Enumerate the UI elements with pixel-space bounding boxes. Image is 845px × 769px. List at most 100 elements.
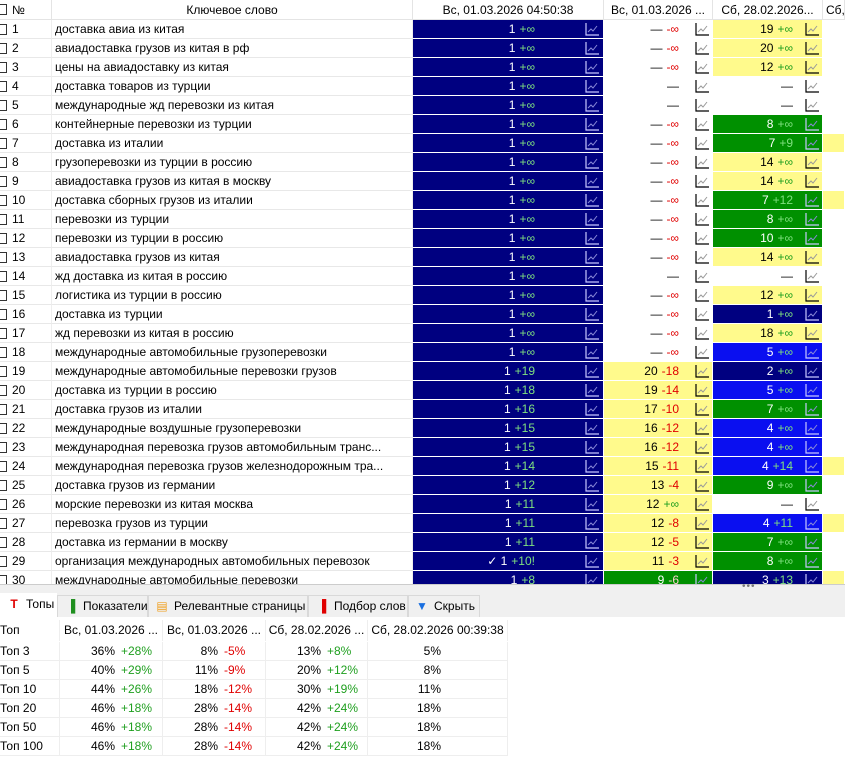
position-cell[interactable]: — -∞ [604, 58, 713, 77]
position-cell[interactable]: 1 +∞ [413, 96, 604, 115]
keyword-cell[interactable]: международная перевозка грузов железнодо… [52, 457, 413, 476]
position-cell[interactable]: 10 +∞ [713, 229, 823, 248]
select-all-checkbox[interactable] [0, 4, 7, 15]
position-cell[interactable]: 18 +∞ [713, 324, 823, 343]
position-cell[interactable]: 16 -12 [604, 438, 713, 457]
keyword-cell[interactable]: международные автомобильные перевозки [52, 571, 413, 584]
keyword-cell[interactable]: цены на авиадоставку из китая [52, 58, 413, 77]
position-cell[interactable]: 1 +∞ [413, 153, 604, 172]
row-checkbox[interactable] [0, 100, 7, 111]
position-cell[interactable]: — -∞ [604, 39, 713, 58]
position-cell[interactable] [823, 533, 845, 552]
position-cell[interactable]: ✓ 1 +10! [413, 552, 604, 571]
row-checkbox[interactable] [0, 252, 7, 263]
position-cell[interactable] [823, 210, 845, 229]
position-cell[interactable]: 7 +∞ [713, 533, 823, 552]
position-cell[interactable]: 7 +12 [713, 191, 823, 210]
position-cell[interactable] [823, 191, 845, 210]
chart-icon[interactable] [805, 479, 819, 492]
position-cell[interactable]: — -∞ [604, 229, 713, 248]
row-checkbox[interactable] [0, 404, 7, 415]
chart-icon[interactable] [695, 327, 709, 340]
position-cell[interactable]: — [713, 77, 823, 96]
table-row[interactable]: 16 доставка из турции 1 +∞ — -∞ 1 +∞ [0, 305, 845, 324]
chart-icon[interactable] [585, 536, 599, 549]
tab-document[interactable]: ▤ Релевантные страницы [148, 595, 308, 617]
position-cell[interactable]: 1 +∞ [413, 343, 604, 362]
chart-icon[interactable] [805, 289, 819, 302]
chart-icon[interactable] [695, 99, 709, 112]
header-date-3[interactable]: Сб, 28.02.2026... [713, 0, 823, 20]
keyword-cell[interactable]: авиадоставка грузов из китая в рф [52, 39, 413, 58]
keyword-cell[interactable]: перевозки из турции в россию [52, 229, 413, 248]
chart-icon[interactable] [695, 270, 709, 283]
table-row[interactable]: 30 международные автомобильные перевозки 1… [0, 571, 845, 584]
chart-icon[interactable] [585, 175, 599, 188]
position-cell[interactable]: 4 +14 [713, 457, 823, 476]
position-cell[interactable]: 1 +∞ [413, 191, 604, 210]
chart-icon[interactable] [585, 289, 599, 302]
chart-icon[interactable] [695, 422, 709, 435]
position-cell[interactable]: 12 +∞ [604, 495, 713, 514]
position-cell[interactable]: — -∞ [604, 248, 713, 267]
tops-header[interactable]: Топ [0, 620, 60, 641]
row-checkbox[interactable] [0, 537, 7, 548]
table-row[interactable]: 5 международные жд перевозки из китая 1 +∞ —… [0, 96, 845, 115]
tab-tops[interactable]: T Топы [0, 593, 57, 617]
position-cell[interactable]: 1 +∞ [413, 39, 604, 58]
chart-icon[interactable] [695, 498, 709, 511]
chart-icon[interactable] [695, 289, 709, 302]
chart-icon[interactable] [585, 213, 599, 226]
chart-icon[interactable] [805, 346, 819, 359]
chart-icon[interactable] [585, 137, 599, 150]
keyword-cell[interactable]: международная перевозка грузов автомобил… [52, 438, 413, 457]
position-cell[interactable]: 14 +∞ [713, 248, 823, 267]
position-cell[interactable]: — -∞ [604, 324, 713, 343]
chart-icon[interactable] [695, 23, 709, 36]
position-cell[interactable]: 14 +∞ [713, 172, 823, 191]
chart-icon[interactable] [805, 23, 819, 36]
chart-icon[interactable] [805, 175, 819, 188]
chart-icon[interactable] [585, 460, 599, 473]
position-cell[interactable]: — [604, 267, 713, 286]
table-row[interactable]: 27 перевозка грузов из турции 1 +11 12 -8 4 +11 [0, 514, 845, 533]
keyword-cell[interactable]: доставка товаров из турции [52, 77, 413, 96]
position-cell[interactable] [823, 248, 845, 267]
position-cell[interactable]: 19 +∞ [713, 20, 823, 39]
position-cell[interactable]: 1 +∞ [413, 324, 604, 343]
table-row[interactable]: 13 авиадоставка грузов из китая 1 +∞ — -∞ 14 +∞ [0, 248, 845, 267]
row-checkbox[interactable] [0, 62, 7, 73]
table-row[interactable]: 8 грузоперевозки из турции в россию 1 +∞ — -∞… [0, 153, 845, 172]
position-cell[interactable]: 1 +11 [413, 533, 604, 552]
position-cell[interactable] [823, 58, 845, 77]
position-cell[interactable]: 1 +∞ [413, 172, 604, 191]
chart-icon[interactable] [695, 42, 709, 55]
keyword-cell[interactable]: перевозка грузов из турции [52, 514, 413, 533]
position-cell[interactable]: 4 +∞ [713, 419, 823, 438]
position-cell[interactable]: — -∞ [604, 172, 713, 191]
position-cell[interactable] [823, 172, 845, 191]
chart-icon[interactable] [695, 175, 709, 188]
chart-icon[interactable] [585, 422, 599, 435]
position-cell[interactable]: — -∞ [604, 286, 713, 305]
row-checkbox[interactable] [0, 423, 7, 434]
header-date-2[interactable]: Вс, 01.03.2026 ... [604, 0, 713, 20]
chart-icon[interactable] [585, 61, 599, 74]
chart-icon[interactable] [695, 460, 709, 473]
position-cell[interactable] [823, 20, 845, 39]
chart-icon[interactable] [805, 574, 819, 584]
position-cell[interactable]: 4 +11 [713, 514, 823, 533]
chart-icon[interactable] [585, 346, 599, 359]
header-number[interactable]: № [0, 0, 52, 20]
position-cell[interactable] [823, 381, 845, 400]
header-keyword[interactable]: Ключевое слово [52, 0, 413, 20]
chart-icon[interactable] [805, 422, 819, 435]
row-checkbox[interactable] [0, 271, 7, 282]
chart-icon[interactable] [805, 213, 819, 226]
keyword-cell[interactable]: перевозки из турции [52, 210, 413, 229]
chart-icon[interactable] [585, 574, 599, 584]
chart-icon[interactable] [695, 194, 709, 207]
chart-icon[interactable] [805, 308, 819, 321]
chart-icon[interactable] [695, 384, 709, 397]
keyword-cell[interactable]: международные автомобильные перевозки гр… [52, 362, 413, 381]
